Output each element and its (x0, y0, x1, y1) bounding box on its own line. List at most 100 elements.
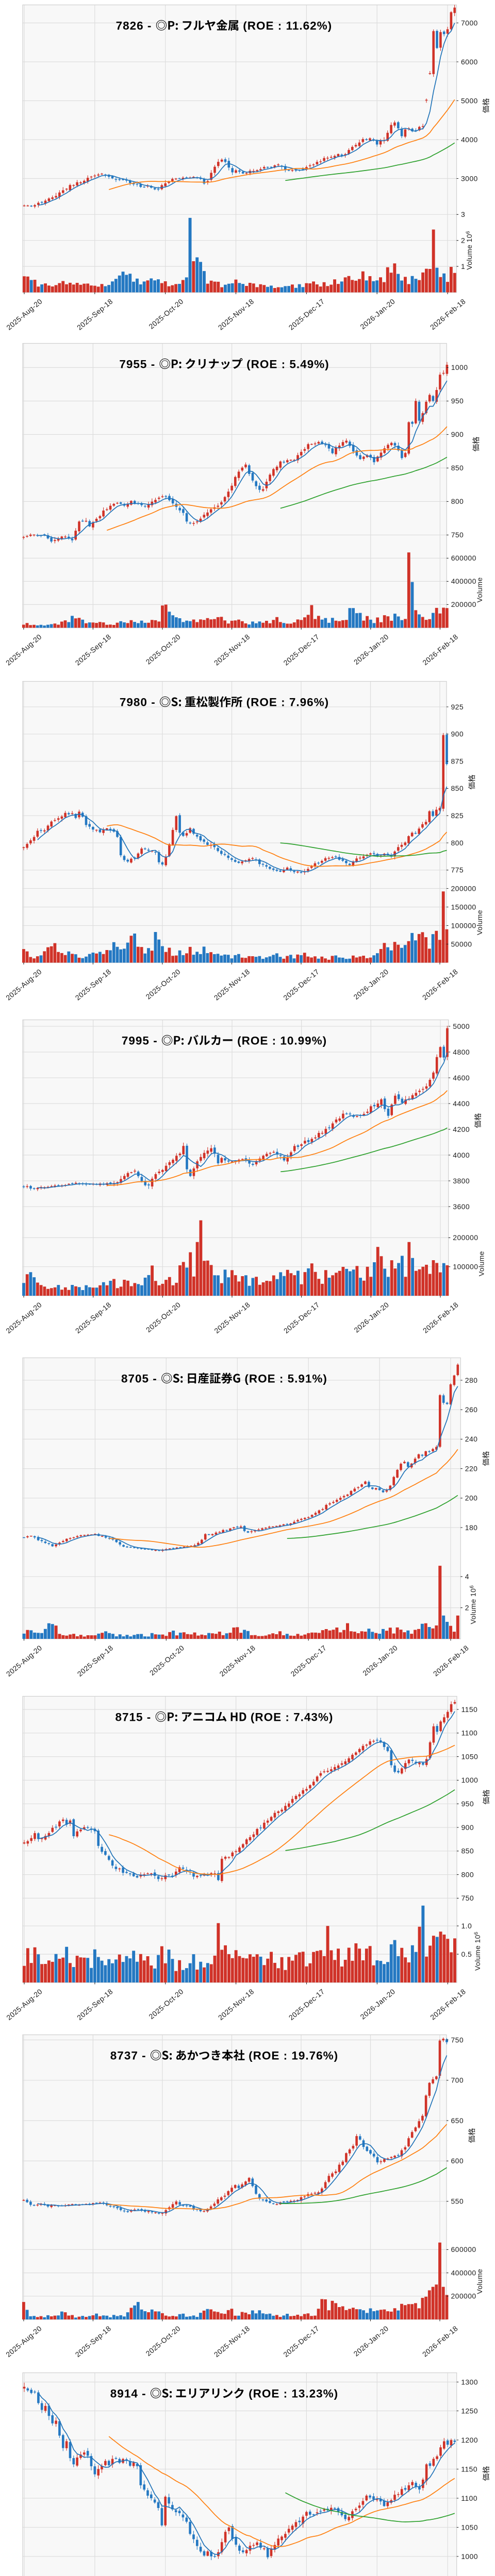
svg-text:Volume: Volume (475, 2269, 484, 2294)
svg-text:775: 775 (451, 866, 464, 874)
svg-text:1000: 1000 (461, 1776, 478, 1784)
svg-text:850: 850 (451, 464, 464, 472)
svg-text:850: 850 (461, 1847, 474, 1855)
svg-text:2026-Jan-20: 2026-Jan-20 (352, 633, 390, 667)
svg-text:3600: 3600 (453, 1202, 470, 1211)
svg-text:7955 -: 7955 - (119, 358, 155, 371)
svg-text:4600: 4600 (453, 1074, 470, 1082)
svg-text:2025-Oct-20: 2025-Oct-20 (148, 1643, 186, 1677)
svg-text:1000: 1000 (461, 2552, 478, 2561)
svg-text:650: 650 (451, 2116, 464, 2125)
svg-text:900: 900 (451, 430, 464, 438)
svg-text:1100: 1100 (461, 2494, 477, 2502)
svg-text:2025-Dec-17: 2025-Dec-17 (282, 2324, 321, 2359)
svg-text:2025-Dec-17: 2025-Dec-17 (282, 1300, 321, 1335)
svg-text:3: 3 (461, 210, 465, 218)
svg-text:2025-Sep-18: 2025-Sep-18 (74, 1300, 113, 1335)
svg-text:2026-Jan-20: 2026-Jan-20 (352, 2324, 390, 2358)
svg-text:2026-Feb-18: 2026-Feb-18 (432, 1643, 470, 1678)
svg-text:950: 950 (461, 1800, 474, 1808)
svg-text:2026-Feb-18: 2026-Feb-18 (421, 968, 459, 1002)
svg-text:2025-Sep-18: 2025-Sep-18 (74, 2324, 113, 2359)
svg-text:(ROE : 5.91%): (ROE : 5.91%) (244, 1372, 327, 1385)
svg-text:4800: 4800 (453, 1048, 470, 1056)
svg-text:2025-Sep-18: 2025-Sep-18 (74, 633, 113, 667)
svg-text:7995 -: 7995 - (122, 1035, 158, 1047)
svg-text:1050: 1050 (461, 1752, 478, 1760)
svg-text:2025-Sep-18: 2025-Sep-18 (75, 297, 114, 332)
svg-text:2026-Feb-18: 2026-Feb-18 (421, 2324, 459, 2359)
svg-text:925: 925 (451, 703, 464, 711)
svg-text:100000: 100000 (453, 1263, 478, 1271)
svg-text:4400: 4400 (453, 1099, 470, 1108)
svg-text:2025-Nov-18: 2025-Nov-18 (217, 297, 256, 332)
svg-text:875: 875 (451, 757, 464, 765)
svg-text:2025-Dec-17: 2025-Dec-17 (287, 1987, 326, 2022)
svg-text:2026-Jan-20: 2026-Jan-20 (358, 297, 397, 331)
svg-text:260: 260 (465, 1405, 478, 1414)
svg-text:1200: 1200 (461, 2436, 478, 2444)
svg-text:2025-Aug-20: 2025-Aug-20 (4, 633, 43, 667)
svg-text:2025-Dec-17: 2025-Dec-17 (289, 1643, 328, 1678)
svg-text:2025-Dec-17: 2025-Dec-17 (287, 297, 326, 332)
svg-text:2025-Aug-20: 2025-Aug-20 (4, 1300, 43, 1335)
svg-text:200: 200 (465, 1494, 478, 1502)
svg-text:Volume: Volume (475, 910, 484, 935)
svg-text:600000: 600000 (451, 2245, 476, 2253)
svg-text:2025-Dec-17: 2025-Dec-17 (282, 968, 321, 1002)
svg-text:2026-Feb-18: 2026-Feb-18 (428, 297, 467, 332)
svg-text:7980 -: 7980 - (120, 696, 156, 709)
svg-text:2025-Aug-20: 2025-Aug-20 (5, 1987, 44, 2022)
svg-text:2025-Nov-18: 2025-Nov-18 (217, 1987, 256, 2022)
svg-text:850: 850 (451, 784, 464, 792)
svg-text:2025-Oct-20: 2025-Oct-20 (144, 633, 182, 666)
svg-text:2026-Jan-20: 2026-Jan-20 (361, 1643, 399, 1677)
svg-text:2025-Sep-18: 2025-Sep-18 (75, 1987, 114, 2022)
svg-text:0.5: 0.5 (461, 1950, 472, 1958)
svg-text:2026-Feb-18: 2026-Feb-18 (421, 633, 459, 667)
svg-text:2025-Dec-17: 2025-Dec-17 (282, 633, 321, 667)
svg-text:1150: 1150 (461, 1705, 478, 1714)
svg-text:(ROE : 7.96%): (ROE : 7.96%) (246, 696, 329, 709)
svg-text:1050: 1050 (461, 2523, 478, 2531)
svg-text:2026-Jan-20: 2026-Jan-20 (352, 1300, 390, 1334)
svg-text:2025-Nov-18: 2025-Nov-18 (212, 1300, 252, 1335)
svg-text:900: 900 (461, 1823, 474, 1832)
svg-text:900: 900 (451, 730, 464, 738)
svg-text:2025-Oct-20: 2025-Oct-20 (144, 968, 182, 1001)
svg-text:550: 550 (451, 2197, 464, 2206)
svg-text:4000: 4000 (453, 1151, 470, 1159)
svg-text:2025-Oct-20: 2025-Oct-20 (144, 1300, 182, 1334)
svg-text:2026-Feb-18: 2026-Feb-18 (421, 1300, 460, 1335)
svg-text:4200: 4200 (453, 1125, 470, 1133)
svg-text:800: 800 (451, 839, 464, 847)
svg-text:6000: 6000 (461, 58, 478, 66)
svg-text:2025-Nov-18: 2025-Nov-18 (212, 2324, 252, 2359)
svg-text:(ROE : 10.99%): (ROE : 10.99%) (237, 1035, 327, 1047)
svg-text:2: 2 (465, 1603, 469, 1612)
svg-text:825: 825 (451, 811, 464, 820)
svg-text:2025-Sep-18: 2025-Sep-18 (76, 1643, 115, 1678)
svg-text:(ROE : 19.76%): (ROE : 19.76%) (249, 2049, 338, 2062)
svg-text:200000: 200000 (453, 1233, 478, 1242)
svg-text:800: 800 (451, 497, 464, 505)
svg-text:7826 -: 7826 - (116, 20, 152, 32)
svg-text:750: 750 (451, 2036, 464, 2044)
svg-text:(ROE : 7.43%): (ROE : 7.43%) (251, 1711, 334, 1724)
svg-text:Volume: Volume (475, 577, 484, 602)
svg-text:700: 700 (451, 2076, 464, 2084)
svg-text:3800: 3800 (453, 1177, 470, 1185)
svg-text:280: 280 (465, 1376, 478, 1384)
svg-text:1100: 1100 (461, 1729, 478, 1737)
svg-text:800: 800 (461, 1870, 474, 1878)
svg-text:2026-Jan-20: 2026-Jan-20 (352, 968, 390, 1002)
svg-text:2025-Nov-18: 2025-Nov-18 (212, 968, 252, 1002)
svg-text:600: 600 (451, 2157, 464, 2165)
svg-text:2025-Aug-20: 2025-Aug-20 (4, 2324, 43, 2359)
svg-text:50000: 50000 (451, 940, 472, 948)
svg-text:5000: 5000 (453, 1022, 470, 1030)
svg-text:2025-Oct-20: 2025-Oct-20 (147, 1987, 185, 2021)
svg-text:Volume 106: Volume 106 (465, 231, 473, 270)
svg-text:Volume: Volume (477, 1251, 486, 1276)
svg-text:200000: 200000 (451, 600, 476, 608)
